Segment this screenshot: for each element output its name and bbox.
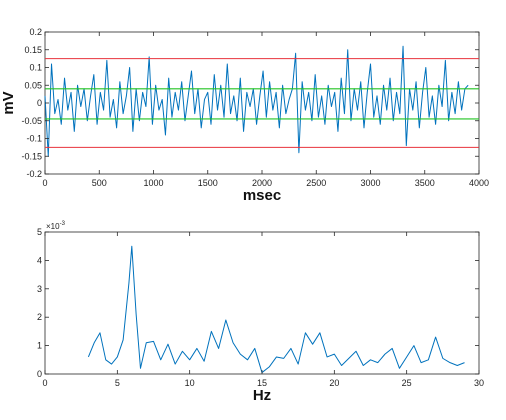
bottom-x-axis-label: Hz [253, 387, 271, 404]
top-x-tick-label: 4000 [469, 178, 489, 188]
bot-x-tick-label: 0 [42, 378, 47, 388]
bot-y-tick-label: 4 [37, 255, 42, 265]
top-y-axis-label: mV [0, 91, 17, 114]
bot-y-tick-label: 3 [37, 284, 42, 294]
bot-x-tick-label: 20 [329, 378, 339, 388]
top-y-tick-label: 0.05 [24, 80, 42, 90]
top-x-tick-label: 1500 [198, 178, 218, 188]
top-signal-line [44, 45, 469, 157]
bot-signal-line [87, 245, 465, 374]
top-x-tick-label: 2500 [306, 178, 326, 188]
bot-x-tick-label: 30 [474, 378, 484, 388]
top-x-ticks: 0 500 1000 1500 2000 2500 3000 3500 4000 [42, 32, 489, 188]
top-plot: 0 500 1000 1500 2000 2500 3000 3500 4000 -0.2-0.… [0, 27, 489, 204]
bottom-series-layer [87, 245, 465, 374]
bot-x-tick-label: 5 [115, 378, 120, 388]
bottom-y-multiplier: ×10-3 [46, 221, 66, 231]
bot-x-tick-label: 15 [257, 378, 267, 388]
bot-y-tick-label: 5 [37, 227, 42, 237]
top-y-ticks: -0.2 -0.15 -0.1 -0.05 0 0.05 0.1 0.15 0.2 [21, 27, 479, 179]
bottom-plot: 0 5 10 15 20 25 30 0 1 2 3 4 5 ×10-3 Hz [37, 221, 484, 404]
bottom-x-ticks: 0 5 10 15 20 25 30 [42, 232, 484, 388]
bottom-y-ticks: 0 1 2 3 4 5 [37, 227, 479, 379]
bot-x-tick-label: 10 [185, 378, 195, 388]
top-x-tick-label: 1000 [143, 178, 163, 188]
top-x-tick-label: 2000 [252, 178, 272, 188]
bot-y-tick-label: 2 [37, 312, 42, 322]
top-y-tick-label: -0.05 [21, 116, 42, 126]
top-plot-frame [44, 31, 480, 175]
top-y-tick-label: -0.15 [21, 151, 42, 161]
top-y-tick-label: 0 [37, 98, 42, 108]
top-y-tick-label: -0.2 [26, 169, 42, 179]
top-series-layer [44, 45, 479, 157]
top-y-tick-label: 0.1 [29, 63, 42, 73]
top-x-axis-label: msec [243, 187, 281, 204]
bot-x-tick-label: 25 [402, 378, 412, 388]
bot-y-tick-label: 0 [37, 369, 42, 379]
top-y-tick-label: 0.2 [29, 27, 42, 37]
top-x-tick-label: 3000 [360, 178, 380, 188]
bottom-plot-frame [44, 231, 480, 375]
top-x-tick-label: 0 [42, 178, 47, 188]
top-x-tick-label: 3500 [415, 178, 435, 188]
top-y-tick-label: -0.1 [26, 134, 42, 144]
top-y-tick-label: 0.15 [24, 45, 42, 55]
top-x-tick-label: 500 [92, 178, 107, 188]
bot-y-tick-label: 1 [37, 341, 42, 351]
